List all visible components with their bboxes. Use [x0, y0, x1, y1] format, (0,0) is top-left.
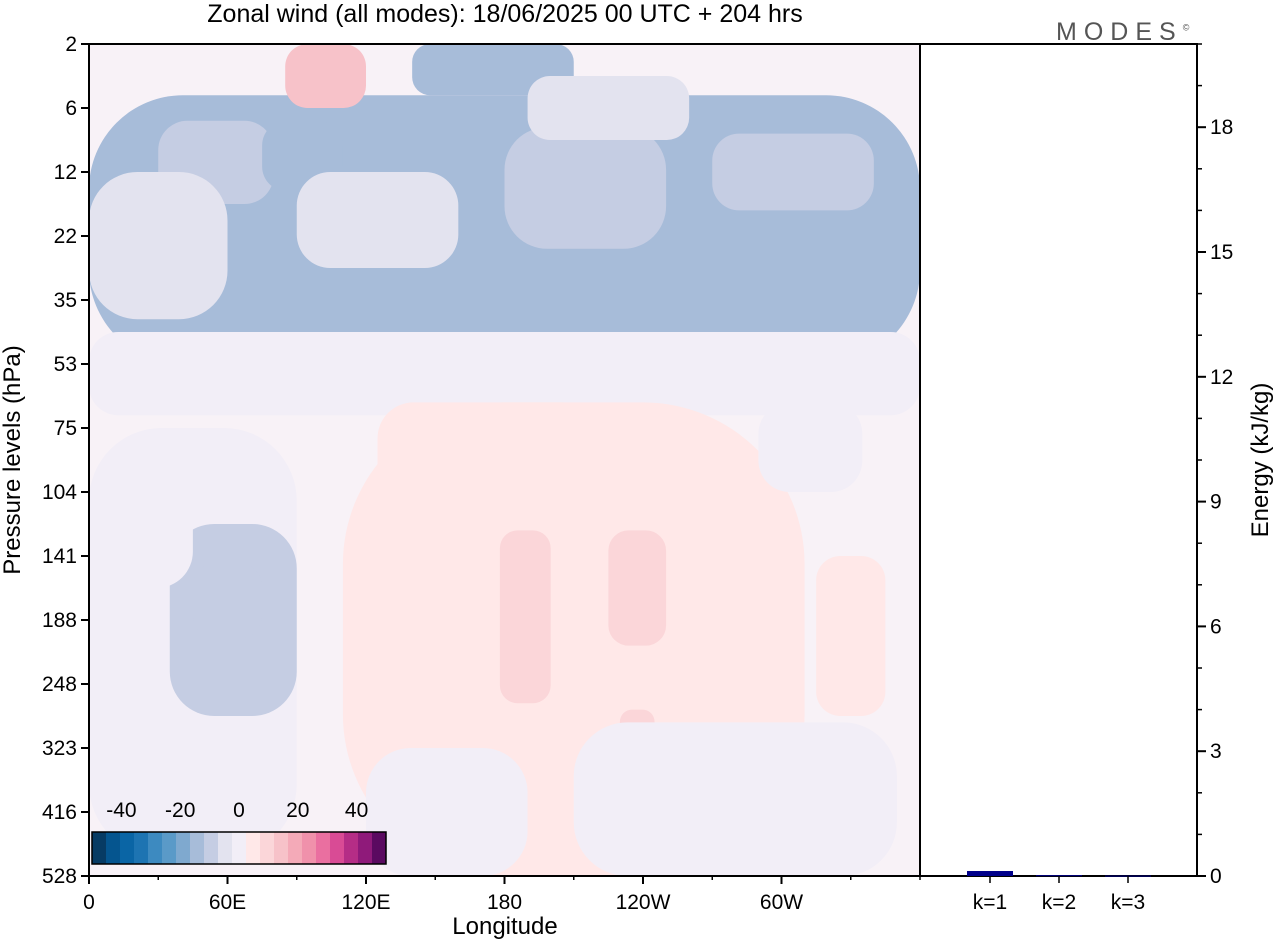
energy-tick-label: 6 [1210, 615, 1222, 638]
y-tick-label: 528 [42, 865, 77, 888]
y-tick-label: 12 [54, 161, 77, 184]
y-tick-label: 104 [42, 481, 77, 504]
energy-bar [1036, 875, 1082, 877]
mode-tick-label: k=2 [1042, 891, 1076, 914]
wind-region [527, 76, 690, 140]
colorbar-cell [302, 832, 317, 864]
y-tick-label: 188 [42, 609, 77, 632]
wind-region [285, 44, 366, 108]
modes-logo: MODES© [1056, 18, 1189, 47]
y-tick-label: 323 [42, 737, 77, 760]
wind-region [608, 530, 667, 646]
colorbar-tick-label: 0 [233, 799, 245, 822]
colorbar-cell [330, 832, 345, 864]
energy-tick-label: 3 [1210, 740, 1222, 763]
pressure-axis: 2 6 12 22 35 53 75 104 141 188 248 323 416 528 [42, 33, 89, 888]
wind-region [504, 127, 667, 249]
y-tick-label: 416 [42, 801, 77, 824]
heatmap-field [89, 44, 920, 876]
colorbar-cell [190, 832, 205, 864]
colorbar-tick-label: -20 [165, 799, 195, 822]
colorbar-cell [176, 832, 191, 864]
wind-region [296, 172, 459, 268]
y-tick-label: 2 [65, 33, 77, 56]
colorbar-cell [148, 832, 163, 864]
colorbar-tick-label: 40 [345, 799, 368, 822]
colorbar-cell [162, 832, 177, 864]
wind-region [573, 722, 897, 876]
wind-region [816, 556, 886, 716]
wind-region [539, 504, 609, 787]
wind-region [758, 402, 863, 492]
logo-text: MODES [1056, 18, 1183, 46]
wind-region [377, 402, 597, 505]
y-tick-label: 248 [42, 673, 77, 696]
mode-tick-label: k=3 [1111, 891, 1145, 914]
wind-region [499, 530, 551, 704]
colorbar-cell [106, 832, 121, 864]
colorbar-cell [92, 832, 107, 864]
wind-region [89, 172, 228, 320]
colorbar-cell [246, 832, 261, 864]
colorbar-cell [134, 832, 149, 864]
y-tick-label: 6 [65, 97, 77, 120]
longitude-axis: 0 60E 120E 180 120W 60W [83, 876, 921, 914]
colorbar: -40 -20 0 20 40 [91, 799, 387, 865]
y-tick-label: 75 [54, 417, 77, 440]
colorbar-tick-label: 20 [286, 799, 309, 822]
wind-region [89, 332, 920, 416]
y-tick-label: 35 [54, 289, 77, 312]
wind-region [700, 511, 770, 620]
energy-tick-label: 15 [1210, 241, 1233, 264]
y-tick-label: 53 [54, 353, 77, 376]
colorbar-cell [204, 832, 219, 864]
y-tick-label: 141 [42, 545, 77, 568]
energy-tick-label: 0 [1210, 865, 1222, 888]
colorbar-cell [358, 832, 373, 864]
energy-bar [967, 871, 1013, 876]
wind-region [366, 748, 528, 876]
chart-title: Zonal wind (all modes): 18/06/2025 00 UT… [207, 0, 802, 28]
colorbar-cell [274, 832, 289, 864]
energy-axis: 0 3 6 9 12 15 18 [1197, 43, 1233, 888]
y-axis-label: Pressure levels (hPa) [0, 345, 26, 574]
x-tick-label: 120W [616, 891, 671, 914]
colorbar-tick-label: -40 [106, 799, 136, 822]
x-tick-label: 60W [760, 891, 803, 914]
mode-tick-label: k=1 [973, 891, 1007, 914]
colorbar-cell [316, 832, 331, 864]
colorbar-frame [91, 831, 387, 865]
colorbar-cell [288, 832, 303, 864]
wind-region [712, 133, 874, 211]
energy-axis-label: Energy (kJ/kg) [1247, 383, 1274, 538]
x-tick-label: 180 [487, 891, 522, 914]
x-tick-label: 120E [341, 891, 390, 914]
wind-region [89, 460, 193, 588]
colorbar-cell [218, 832, 233, 864]
colorbar-cell [344, 832, 359, 864]
wind-region [192, 562, 263, 640]
x-tick-label: 0 [83, 891, 95, 914]
x-axis-label: Longitude [452, 913, 557, 940]
y-tick-label: 22 [54, 225, 77, 248]
energy-tick-label: 12 [1210, 366, 1233, 389]
colorbar-cell [260, 832, 275, 864]
colorbar-cell [232, 832, 247, 864]
energy-tick-label: 9 [1210, 491, 1222, 514]
energy-panel-frame [919, 43, 1198, 877]
colorbar-cell [120, 832, 135, 864]
colorbar-cell [372, 832, 387, 864]
x-tick-label: 60E [209, 891, 246, 914]
mode-axis: k=1 k=2 k=3 [973, 876, 1145, 914]
wind-region [412, 44, 574, 96]
logo-mark: © [1182, 22, 1190, 33]
energy-tick-label: 18 [1210, 116, 1233, 139]
